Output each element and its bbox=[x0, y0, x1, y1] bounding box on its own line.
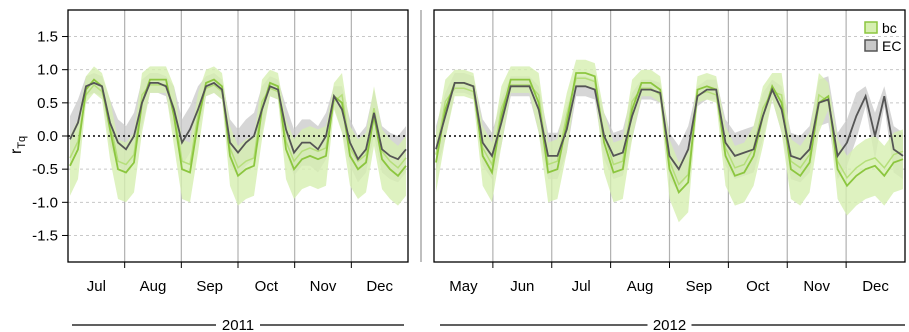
month-label: Nov bbox=[310, 278, 337, 295]
y-axis-label: rTq bbox=[8, 136, 28, 154]
y-axis-label-subscript: Tq bbox=[16, 136, 28, 149]
series-line-bc-secondary bbox=[69, 83, 407, 170]
band-bc bbox=[436, 59, 903, 223]
series-line-bc bbox=[69, 78, 407, 178]
legend-label-ec: EC bbox=[882, 38, 901, 54]
month-label: Jul bbox=[87, 278, 106, 295]
year-label: 2011 bbox=[222, 317, 254, 332]
y-tick-label: -0.5 bbox=[32, 161, 58, 178]
y-tick-label: -1.5 bbox=[32, 227, 58, 244]
month-label: Nov bbox=[803, 278, 830, 295]
band-bc bbox=[70, 66, 406, 206]
month-label: Oct bbox=[255, 278, 279, 295]
y-tick-label: -1.0 bbox=[32, 194, 58, 211]
legend-swatch-bc bbox=[864, 21, 878, 34]
month-label: Oct bbox=[746, 278, 770, 295]
month-label: Dec bbox=[366, 278, 393, 295]
y-axis-label-main: r bbox=[8, 148, 25, 154]
legend-swatch-ec bbox=[864, 39, 878, 52]
series-line-bc bbox=[435, 72, 904, 195]
month-label: Sep bbox=[686, 278, 713, 295]
panel-2012: May Jun Jul Aug Sep Oct Nov Dec 2012 bbox=[433, 9, 906, 332]
month-label: Dec bbox=[862, 278, 889, 295]
month-label: Aug bbox=[140, 278, 167, 295]
series-line-ec bbox=[69, 81, 407, 161]
month-label: Jun bbox=[510, 278, 534, 295]
legend: bc EC bbox=[864, 20, 901, 54]
month-label: Aug bbox=[627, 278, 654, 295]
y-tick-label: 0.0 bbox=[37, 128, 58, 145]
year-label: 2012 bbox=[653, 317, 686, 332]
series-line-ec bbox=[435, 82, 904, 171]
y-axis-ticks: 1.5 1.0 0.5 0.0 -0.5 -1.0 -1.5 bbox=[32, 10, 422, 262]
y-tick-label: 1.0 bbox=[37, 62, 58, 79]
y-tick-label: 1.5 bbox=[37, 29, 58, 46]
month-label: May bbox=[449, 278, 478, 295]
panel-2011: Jul Aug Sep Oct Nov Dec 2011 bbox=[67, 9, 409, 332]
legend-label-bc: bc bbox=[882, 20, 897, 36]
month-label: Sep bbox=[196, 278, 223, 295]
y-tick-label: 0.5 bbox=[37, 95, 58, 112]
svg-text:rTq: rTq bbox=[8, 136, 28, 154]
month-label: Jul bbox=[572, 278, 591, 295]
